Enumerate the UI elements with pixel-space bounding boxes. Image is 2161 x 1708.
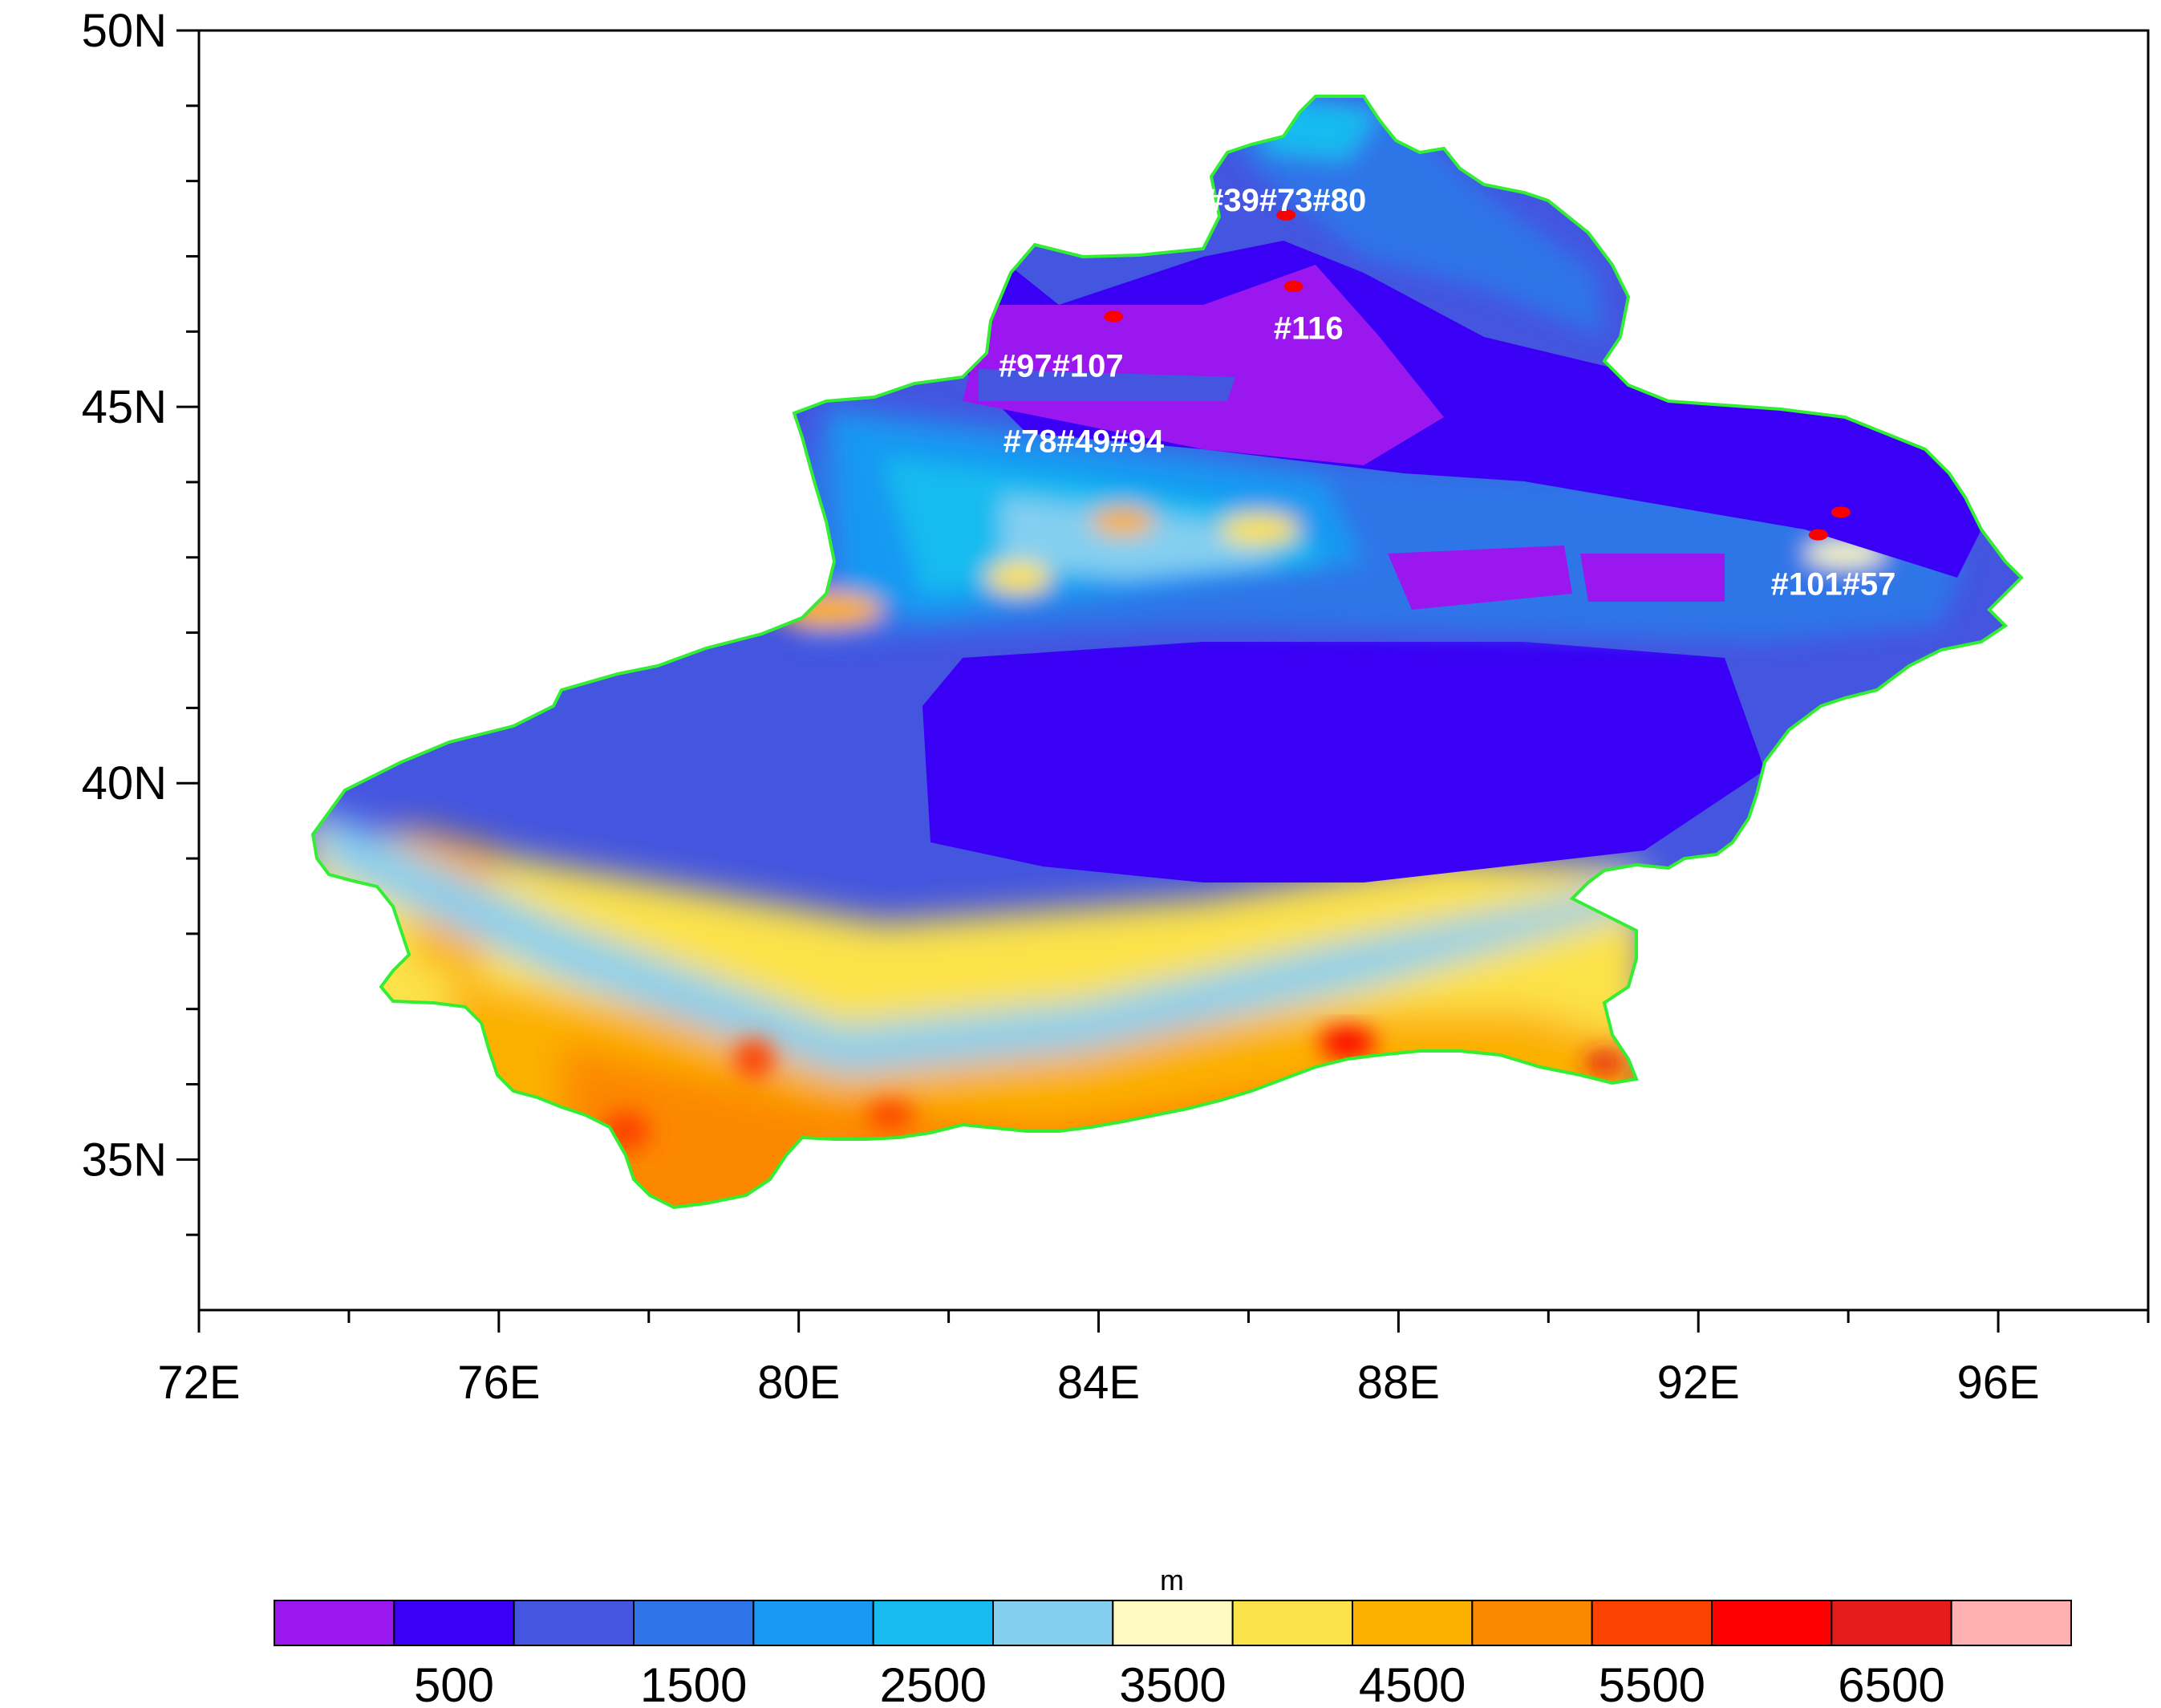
colorbar-swatch	[1711, 1600, 1833, 1646]
x-tick-label: 80E	[757, 1357, 840, 1409]
y-tick-label: 50N	[82, 5, 167, 57]
x-tick-label: 92E	[1657, 1357, 1740, 1409]
x-tick-label: 84E	[1057, 1357, 1140, 1409]
station-label: #101#57	[1771, 567, 1896, 602]
station-marker	[1808, 529, 1828, 541]
x-tick-label: 88E	[1357, 1357, 1440, 1409]
colorbar-unit: m	[1160, 1564, 1184, 1596]
y-tick-label: 45N	[82, 381, 167, 433]
y-tick-label: 40N	[82, 757, 167, 809]
station-label: #97#107	[999, 349, 1124, 384]
colorbar-swatch	[633, 1600, 755, 1646]
station-label: #39#73#80	[1206, 183, 1366, 218]
colorbar-swatch	[274, 1600, 395, 1646]
station-marker	[1283, 281, 1303, 292]
colorbar-label: 3500	[1119, 1658, 1226, 1708]
region-boundary	[310, 95, 2024, 1210]
colorbar-label: 500	[414, 1658, 494, 1708]
x-tick-label: 76E	[457, 1357, 540, 1409]
station-marker	[1104, 310, 1124, 323]
colorbar-label: 5500	[1599, 1658, 1705, 1708]
colorbar-swatch	[1112, 1600, 1234, 1646]
colorbar: m 500 1500 2500 3500 4500 5500 6500	[274, 1564, 2073, 1708]
colorbar-swatch	[1950, 1600, 2073, 1646]
axes: 72E 76E 80E 84E 88E 92E 96E 50N 45N 40N 35N	[82, 5, 2150, 1409]
y-tick-label: 35N	[82, 1134, 167, 1186]
colorbar-label: 6500	[1838, 1658, 1944, 1708]
colorbar-swatch	[393, 1600, 515, 1646]
colorbar-swatch	[1591, 1600, 1713, 1646]
colorbar-swatch	[752, 1600, 874, 1646]
colorbar-swatch	[1231, 1600, 1353, 1646]
colorbar-swatch	[992, 1600, 1114, 1646]
colorbar-label: 4500	[1359, 1658, 1466, 1708]
x-tick-label: 72E	[157, 1357, 240, 1409]
colorbar-swatch	[1352, 1600, 1474, 1646]
colorbar-swatch	[1831, 1600, 1952, 1646]
colorbar-label: 2500	[880, 1658, 987, 1708]
colorbar-swatch	[1471, 1600, 1593, 1646]
colorbar-swatch	[872, 1600, 994, 1646]
station-label: #78#49#94	[1003, 424, 1165, 459]
x-tick-label: 96E	[1956, 1357, 2039, 1409]
station-label: #116	[1274, 311, 1344, 347]
station-marker	[1276, 209, 1296, 221]
colorbar-swatch	[513, 1600, 635, 1646]
station-marker	[1831, 506, 1851, 518]
colorbar-label: 1500	[640, 1658, 747, 1708]
